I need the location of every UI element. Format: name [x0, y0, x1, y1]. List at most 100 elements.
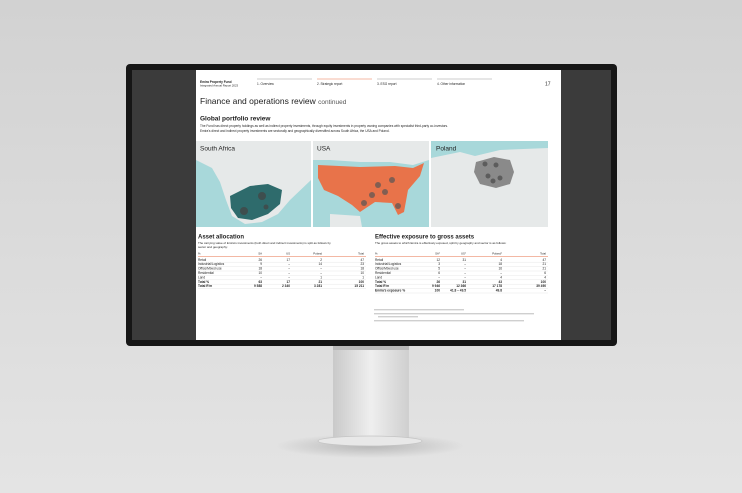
table-cell: 31: [462, 258, 466, 262]
map-dot: [485, 173, 491, 179]
column-header: Total: [540, 252, 546, 256]
table-cell: –: [288, 267, 290, 271]
table-cell: –: [464, 271, 466, 275]
table-cell: 2 340: [282, 284, 290, 288]
table-cell: –: [464, 262, 466, 266]
table-cell: 17: [286, 258, 290, 262]
table-heading: Asset allocation: [198, 235, 244, 241]
map-poland: Poland: [431, 141, 548, 227]
table-cell: Industrial/Logistics: [198, 262, 225, 266]
table-cell: 21: [542, 267, 546, 271]
table-cell: 18: [258, 267, 262, 271]
title-suffix: continued: [318, 99, 347, 106]
table-cell: 21: [318, 280, 322, 284]
map-label: Poland: [436, 146, 457, 153]
footnote-line: [374, 320, 524, 322]
column-header: Total: [358, 252, 364, 256]
table-cell: 100: [435, 289, 441, 293]
table-intro: The carrying value of Emira's investment…: [198, 241, 331, 245]
table-cell: Office/Mixed use: [375, 267, 399, 271]
table-cell: 17 178: [492, 284, 502, 288]
footnote-line: [378, 316, 418, 318]
table-cell: 100: [359, 280, 365, 284]
table-cell: Office/Mixed use: [198, 267, 222, 271]
table-cell: 23: [360, 262, 364, 266]
table-cell: 3: [438, 262, 440, 266]
map-dot: [490, 178, 496, 184]
table-cell: Residential: [375, 271, 391, 275]
table-cell: 17: [286, 280, 290, 284]
table-cell: –: [464, 275, 466, 279]
map-dot: [258, 192, 266, 200]
map-dot: [361, 200, 367, 206]
table-cell: –: [288, 262, 290, 266]
table-cell: 5: [438, 267, 440, 271]
column-header: US: [286, 252, 290, 256]
table-cell: 10: [360, 271, 364, 275]
stand-base: [317, 435, 423, 447]
column-header: SA: [258, 252, 262, 256]
table-intro: sector and geography:: [198, 245, 228, 249]
table-cell: –: [500, 271, 502, 275]
table-heading: Effective exposure to gross assets: [375, 235, 475, 241]
country: [474, 157, 514, 188]
table-cell: Total %: [375, 280, 386, 284]
nav-item: 1. Overview: [257, 82, 275, 86]
land: [196, 141, 311, 224]
footnotes: [374, 309, 534, 322]
map-label: USA: [317, 146, 331, 153]
section-heading: Global portfolio review: [200, 116, 271, 123]
table-cell: 12: [436, 258, 440, 262]
table-cell: 63: [258, 280, 262, 284]
table-cell: 47: [360, 258, 364, 262]
nav-item: 4. Other information: [437, 82, 465, 86]
table-cell: 18: [360, 267, 364, 271]
table-cell: 4: [544, 275, 546, 279]
page-number: 17: [545, 81, 551, 87]
map-dot: [369, 192, 375, 198]
footnote-line: [374, 309, 464, 311]
table-cell: 100: [541, 280, 547, 284]
footnote-line: [374, 313, 534, 315]
table-cell: 6: [438, 271, 440, 275]
table-cell: Land: [375, 275, 382, 279]
table-cell: –: [320, 271, 322, 275]
table-cell: –: [544, 289, 546, 293]
title: Finance and operations review: [200, 96, 317, 106]
stand-neck: [333, 344, 409, 440]
page-title: Finance and operations review continued: [200, 96, 347, 106]
nav-item: 3. ESG report: [377, 82, 397, 86]
table-cell: Industrial/Logistics: [375, 262, 402, 266]
table-cell: Total R'm: [198, 284, 212, 288]
map-dot: [395, 203, 401, 209]
table-cell: 1: [362, 275, 364, 279]
report-name: Integrated Annual Report 2023: [200, 84, 239, 88]
table-cell: 9: [260, 262, 262, 266]
table-cell: 49.8: [496, 289, 502, 293]
table-cell: 14: [318, 262, 322, 266]
map-dot: [497, 175, 503, 181]
table-cell: 21: [542, 262, 546, 266]
table-cell: Retail: [375, 258, 383, 262]
table-cell: 4: [500, 275, 502, 279]
map-south-africa: South Africa: [196, 141, 311, 227]
company: Emira Property Fund: [200, 80, 232, 84]
table-cell: 10: [258, 271, 262, 275]
table-cell: Total R'm: [375, 284, 389, 288]
table-cell: 9 588: [254, 284, 262, 288]
table-cell: Emira's exposure %: [375, 289, 405, 293]
map-dot: [240, 207, 248, 215]
table-cell: 1: [320, 275, 322, 279]
table-cell: Retail: [198, 258, 206, 262]
table-cell: 41.8 – 49.5: [450, 289, 466, 293]
table-cell: 3 281: [314, 284, 322, 288]
table-cell: –: [288, 271, 290, 275]
stand-joint: [333, 344, 409, 350]
map-dot: [389, 177, 395, 183]
table-cell: –: [320, 267, 322, 271]
column-header: %: [198, 252, 201, 256]
table-cell: –: [438, 275, 440, 279]
map-dot: [263, 204, 269, 210]
